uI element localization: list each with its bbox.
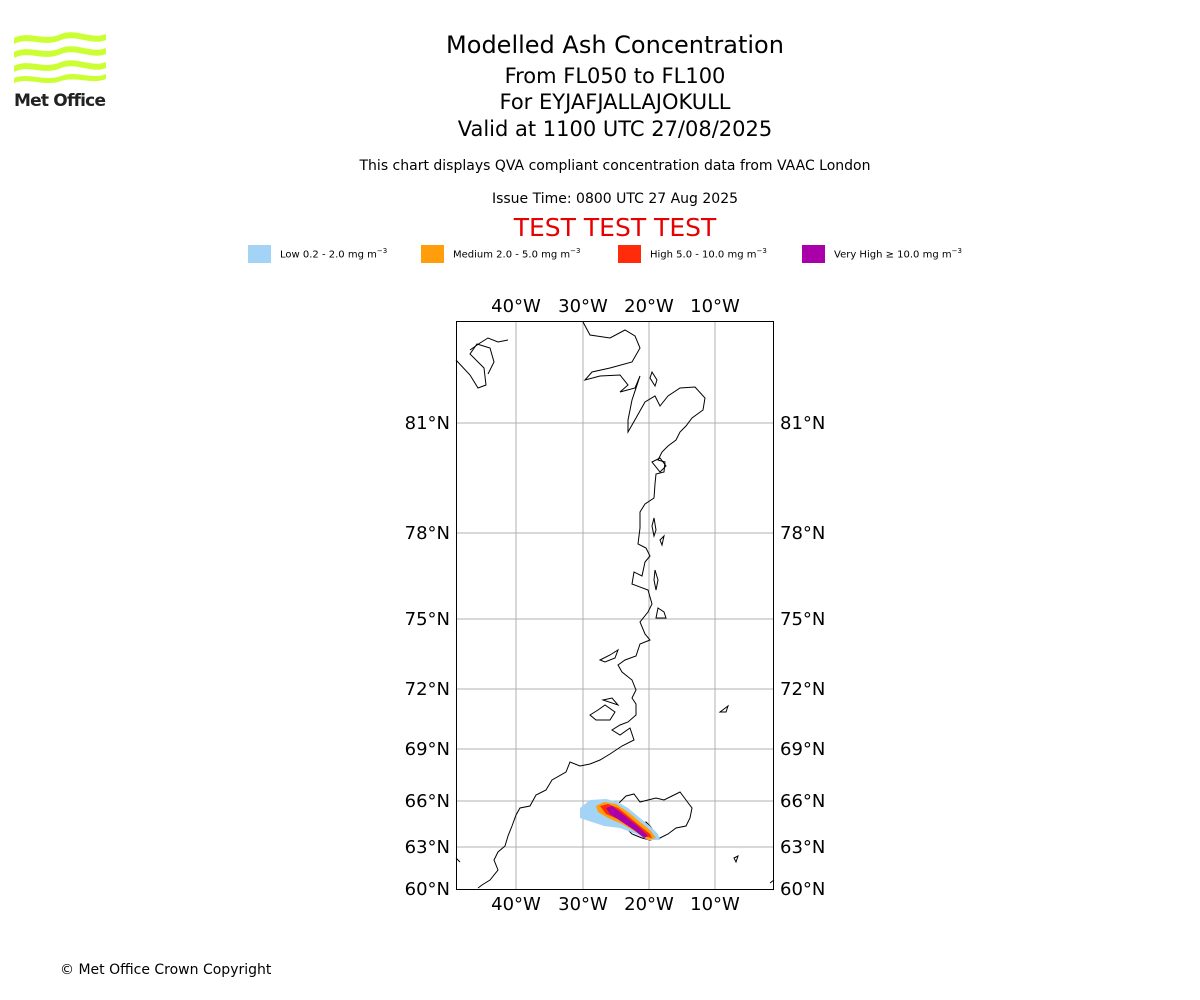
- legend-label-high: High 5.0 - 10.0 mg m−3: [650, 247, 767, 261]
- lat-label-left-63n: 63°N: [405, 837, 450, 858]
- met-office-logo: [14, 32, 106, 83]
- legend-item-low: Low 0.2 - 2.0 mg m−3: [248, 244, 387, 264]
- copyright-notice: © Met Office Crown Copyright: [60, 962, 272, 978]
- lon-label-top-40w: 40°W: [491, 296, 541, 317]
- lat-label-right-60n: 60°N: [780, 879, 825, 900]
- lat-label-left-66n: 66°N: [405, 791, 450, 812]
- lat-label-right-69n: 69°N: [780, 739, 825, 760]
- legend-item-high: High 5.0 - 10.0 mg m−3: [618, 244, 767, 264]
- lat-label-right-75n: 75°N: [780, 609, 825, 630]
- lat-label-left-78n: 78°N: [405, 523, 450, 544]
- chart-subtitle: This chart displays QVA compliant concen…: [359, 158, 871, 174]
- map-frame: [456, 321, 774, 890]
- lat-label-right-72n: 72°N: [780, 679, 825, 700]
- lat-label-right-78n: 78°N: [780, 523, 825, 544]
- lat-label-right-81n: 81°N: [780, 413, 825, 434]
- lon-label-bottom-10w: 10°W: [690, 894, 740, 915]
- lon-label-bottom-20w: 20°W: [624, 894, 674, 915]
- legend-label-very-high: Very High ≥ 10.0 mg m−3: [834, 247, 962, 261]
- legend-swatch-low: [248, 245, 271, 263]
- lon-label-top-20w: 20°W: [624, 296, 674, 317]
- legend-swatch-medium: [421, 245, 444, 263]
- lon-label-top-10w: 10°W: [690, 296, 740, 317]
- map-gridlines: [456, 321, 774, 890]
- legend-label-low: Low 0.2 - 2.0 mg m−3: [280, 247, 388, 261]
- logo-text: Met Office: [14, 91, 106, 111]
- lon-label-bottom-30w: 30°W: [558, 894, 608, 915]
- lat-label-right-63n: 63°N: [780, 837, 825, 858]
- lat-label-left-81n: 81°N: [405, 413, 450, 434]
- lat-label-right-66n: 66°N: [780, 791, 825, 812]
- ash-plume: [580, 799, 660, 840]
- legend-swatch-very-high: [802, 245, 825, 263]
- lon-label-bottom-40w: 40°W: [491, 894, 541, 915]
- lat-label-left-72n: 72°N: [405, 679, 450, 700]
- chart-title: Modelled Ash Concentration: [446, 31, 784, 59]
- test-banner: TEST TEST TEST: [513, 213, 717, 242]
- volcano-name: For EYJAFJALLAJOKULL: [499, 90, 731, 114]
- issue-time: Issue Time: 0800 UTC 27 Aug 2025: [491, 191, 739, 207]
- valid-time: Valid at 1100 UTC 27/08/2025: [457, 117, 773, 141]
- legend-swatch-high: [618, 245, 641, 263]
- legend-label-medium: Medium 2.0 - 5.0 mg m−3: [453, 247, 581, 261]
- lat-label-left-69n: 69°N: [405, 739, 450, 760]
- legend-item-very-high: Very High ≥ 10.0 mg m−3: [802, 244, 962, 264]
- lat-label-left-75n: 75°N: [405, 609, 450, 630]
- lat-label-left-60n: 60°N: [405, 879, 450, 900]
- flight-level-range: From FL050 to FL100: [504, 64, 726, 88]
- lon-label-top-30w: 30°W: [558, 296, 608, 317]
- legend-item-medium: Medium 2.0 - 5.0 mg m−3: [421, 244, 580, 264]
